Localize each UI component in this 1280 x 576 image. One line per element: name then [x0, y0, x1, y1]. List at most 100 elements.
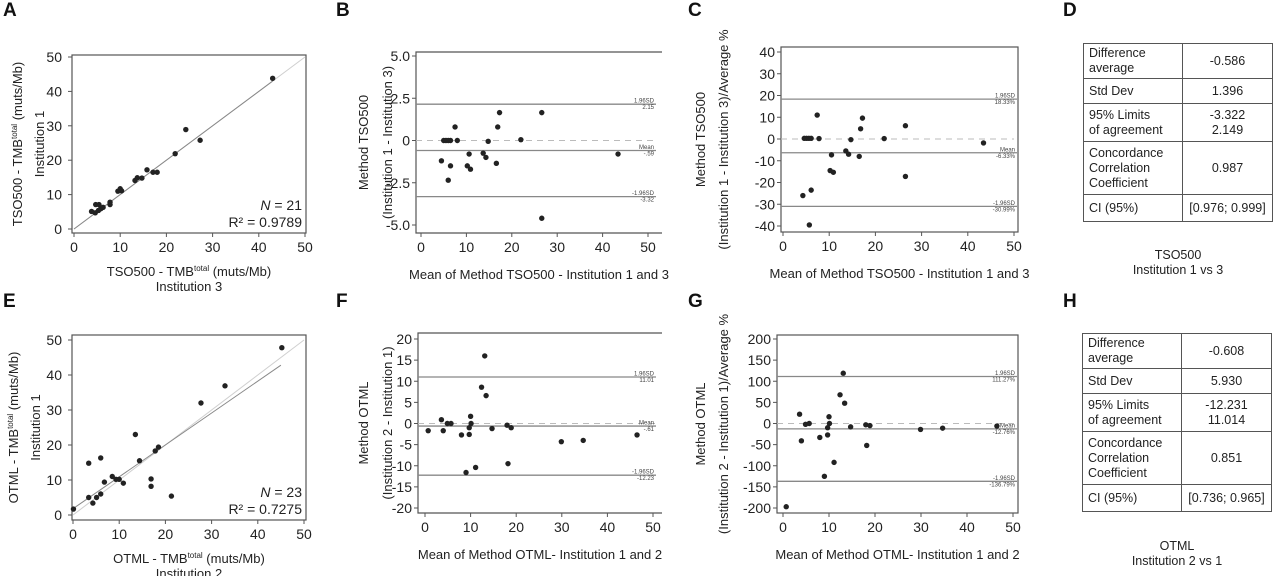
data-point	[478, 384, 485, 390]
chart-panel-b: 0 10 20 30 40 50 -5.0 -2.5 0 2.5 5.0 Mean of Method…	[356, 48, 669, 282]
data-point	[150, 169, 156, 175]
n-annotation: N = 23	[260, 484, 302, 500]
data-point	[826, 414, 832, 420]
x-tick-label: 10	[459, 239, 475, 255]
data-point	[848, 136, 854, 143]
data-point	[464, 163, 471, 169]
table-caption-line2: Institution 2 vs 1	[1131, 554, 1223, 568]
y-tick-label: -5.0	[386, 217, 410, 233]
limit-line-value: -12.76%	[993, 430, 1016, 436]
data-point	[480, 150, 486, 156]
panel-label-d: D	[1063, 0, 1077, 21]
table-row-label: Std Dev	[1082, 368, 1182, 394]
y-axis-label-2: (Institution 1 - Institution 3)/Average …	[716, 29, 731, 250]
data-point	[466, 425, 472, 431]
x-tick-label: 30	[914, 238, 930, 254]
x-tick-label: 20	[159, 239, 175, 255]
data-point	[136, 458, 143, 464]
data-point	[116, 476, 122, 482]
data-point	[830, 169, 837, 175]
y-tick-label: -150	[743, 479, 771, 495]
panel-label-h: H	[1063, 291, 1077, 312]
data-point	[806, 420, 812, 427]
limit-line-label: Mean	[1000, 423, 1015, 429]
data-point	[994, 423, 1000, 429]
table-row-value: 5.930	[1181, 368, 1272, 394]
chart-panel-e: 0 10 20 30 40 50 0 10 20 30 40 50 OTML - TMBtotal (m…	[6, 332, 312, 576]
x-tick-label: 10	[821, 238, 837, 254]
limit-line-value: -.61	[644, 427, 655, 433]
y-axis-label-2: (Institution 2 - Institution 1)/Average …	[716, 313, 731, 534]
x-tick-label: 10	[112, 239, 128, 255]
data-point	[808, 187, 814, 193]
data-point	[863, 422, 869, 428]
y-tick-label: 0	[54, 221, 62, 237]
y-tick-label: 30	[46, 118, 62, 134]
x-axis-label: Mean of Method TSO500 - Institution 1 an…	[770, 266, 1030, 281]
panel-label-b: B	[336, 0, 350, 21]
data-point	[90, 500, 96, 506]
y-tick-label: 40	[46, 83, 62, 99]
n-annotation: N = 21	[260, 197, 302, 213]
table-row: 95% Limits of agreement -12.231 11.014	[1082, 393, 1272, 432]
y-axis-label-2: Institution 1	[32, 111, 47, 178]
data-point	[831, 459, 837, 466]
limit-line-value: -.59	[644, 151, 655, 157]
data-point	[107, 199, 113, 205]
data-point	[468, 420, 474, 427]
x-tick-label: 30	[204, 526, 220, 542]
data-point	[867, 422, 873, 429]
table-row-label: Difference average	[1083, 43, 1183, 79]
table-row-value: -3.322 2.149	[1182, 103, 1273, 142]
data-point	[837, 392, 843, 398]
data-point	[458, 432, 465, 438]
data-point	[438, 158, 445, 164]
data-point	[467, 413, 474, 420]
limit-line-value: -6.33%	[996, 154, 1016, 160]
y-tick-label: 5	[404, 394, 412, 410]
data-point	[154, 169, 160, 175]
panel-label-f: F	[336, 291, 348, 312]
data-point	[980, 140, 987, 146]
data-point	[472, 464, 479, 471]
x-axis-label: OTML - TMBtotal (muts/Mb)	[113, 551, 265, 566]
data-point	[495, 124, 501, 130]
data-point	[859, 115, 866, 121]
x-tick-label: 50	[296, 526, 312, 542]
y-tick-label: -20	[755, 175, 775, 191]
data-point	[483, 392, 489, 399]
y-tick-label: 40	[46, 367, 62, 383]
limit-line-value: -136.79%	[989, 482, 1015, 488]
data-point	[118, 188, 125, 194]
data-point	[857, 126, 864, 132]
table-row-label: 95% Limits of agreement	[1083, 103, 1183, 142]
table-caption-tso500: TSO500 Institution 1 vs 3	[1083, 248, 1273, 278]
y-tick-label: 20	[46, 152, 62, 168]
data-point	[504, 422, 510, 428]
table-row: Std Dev 1.396	[1083, 78, 1273, 104]
data-point	[902, 173, 909, 180]
x-tick-label: 40	[595, 239, 611, 255]
data-point	[454, 137, 461, 144]
y-tick-label: -100	[743, 458, 771, 474]
y-axis-label: TSO500 - TMBtotal (muts/Mb)	[10, 62, 25, 226]
y-tick-label: 10	[759, 109, 775, 125]
y-tick-label: -15	[392, 479, 412, 495]
y-tick-label: 15	[396, 352, 412, 368]
data-point	[86, 460, 92, 466]
data-point	[134, 175, 140, 181]
data-point	[828, 152, 835, 158]
y-tick-label: -2.5	[386, 175, 410, 191]
data-point	[518, 136, 524, 143]
table-row: Std Dev 5.930	[1082, 368, 1272, 394]
table-row: CI (95%) [0.976; 0.999]	[1083, 194, 1273, 222]
data-point	[881, 135, 887, 142]
x-tick-label: 40	[600, 519, 616, 535]
y-tick-label: 0	[404, 416, 412, 432]
y-tick-label: -10	[755, 153, 775, 169]
data-point	[172, 150, 178, 157]
data-point	[120, 480, 127, 486]
table-row-label: Concordance Correlation Coefficient	[1082, 431, 1182, 485]
x-tick-label: 50	[1005, 519, 1021, 535]
limit-line-value: -12.23	[637, 476, 655, 482]
